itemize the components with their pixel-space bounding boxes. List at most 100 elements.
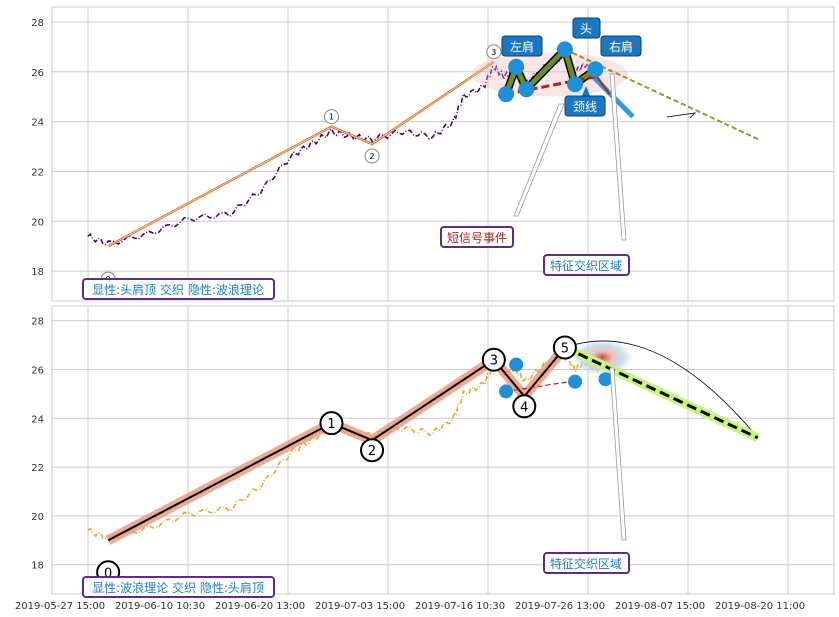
head-box	[572, 17, 601, 39]
hs-point	[556, 41, 573, 58]
wave-marker	[486, 44, 502, 60]
y-tick-label: 22	[31, 463, 44, 474]
x-tick-label: 2019-08-20 11:00	[715, 601, 805, 612]
x-axis: 2019-05-27 15:00 2019-06-10 10:30 2019-06-…	[15, 601, 805, 612]
neckline-callout: 颈线	[564, 86, 606, 117]
bottom-plot-frame	[51, 305, 835, 595]
right-shoulder-label: 右肩	[609, 39, 633, 54]
wave-marker-label: 5	[561, 341, 569, 356]
wave-marker-label: 1	[329, 113, 334, 122]
wave-marker	[481, 347, 506, 372]
projection-line	[564, 346, 759, 440]
x-tick-label: 2019-05-27 15:00	[15, 601, 105, 612]
caption-box-top	[82, 278, 275, 300]
right-shoulder-box	[600, 35, 642, 57]
x-tick-label: 2019-06-20 13:00	[215, 601, 305, 612]
wave-marker	[319, 411, 344, 436]
hs-point	[509, 357, 524, 372]
wave-marker-label: 4	[520, 400, 528, 415]
wave-marker	[323, 109, 339, 125]
head-glow	[572, 339, 633, 376]
caption-bottom: 显性:波浪理论 交织 隐性:头肩顶	[82, 576, 275, 598]
x-tick-label: 2019-07-16 10:30	[415, 601, 505, 612]
top-callouts: 左肩 头 右肩 颈线 短信号事件 特	[82, 17, 642, 300]
hs-point	[567, 76, 584, 93]
feature-zone-box-bottom	[543, 552, 630, 574]
bottom-wave-markers: 0 1 2 3 4 5	[96, 335, 577, 585]
y-tick-label: 24	[31, 118, 44, 129]
y-tick-label: 18	[31, 267, 44, 278]
top-wave-lines	[107, 60, 495, 248]
hs-point	[508, 58, 525, 75]
bottom-price-series	[87, 352, 600, 540]
left-shoulder-label: 左肩	[510, 39, 534, 54]
feature-zone-label-top: 特征交织区域	[550, 258, 622, 273]
wave-marker	[512, 394, 537, 419]
feature-zone-label-bottom: 特征交织区域	[550, 556, 622, 571]
hs-point	[598, 372, 613, 387]
x-tick-label: 2019-06-10 10:30	[115, 601, 205, 612]
neckline-pointer	[582, 86, 590, 96]
x-tick-label: 2019-07-26 13:00	[515, 601, 605, 612]
bottom-head-shoulders	[499, 339, 760, 442]
top-head-shoulders	[471, 41, 759, 140]
hs-point	[499, 384, 514, 399]
projection-arc	[564, 340, 759, 439]
hs-point	[518, 81, 535, 98]
top-y-axis: 18 20 22 24 26 28	[31, 18, 44, 278]
y-tick-label: 20	[31, 512, 44, 523]
y-tick-label: 26	[31, 365, 44, 376]
wave-marker-label: 3	[491, 48, 496, 57]
caption-top: 显性:头肩顶 交织 隐性:波浪理论	[82, 278, 275, 300]
bottom-callouts: 特征交织区域 显性:波浪理论 交织 隐性:头肩顶	[82, 367, 630, 598]
hs-point	[568, 374, 583, 389]
wave-marker-label: 1	[327, 417, 335, 432]
short-signal-label: 短信号事件	[447, 231, 507, 245]
y-tick-label: 24	[31, 414, 44, 425]
y-tick-label: 26	[31, 68, 44, 79]
short-signal-callout: 短信号事件	[440, 103, 565, 248]
wave-marker	[360, 438, 385, 463]
target-bracket	[666, 112, 697, 119]
neckline-box	[564, 95, 606, 117]
y-tick-label: 20	[31, 217, 44, 228]
y-tick-label: 18	[31, 561, 44, 572]
feature-zone-callout-bottom: 特征交织区域	[543, 367, 630, 574]
caption-label-top: 显性:头肩顶 交织 隐性:波浪理论	[92, 282, 264, 297]
head-label: 头	[580, 22, 592, 36]
bottom-y-axis: 18 20 22 24 26 28	[31, 317, 44, 572]
left-shoulder-box	[501, 35, 543, 57]
price-line	[87, 352, 600, 540]
feature-zone-arrow-bottom	[609, 367, 627, 541]
x-tick-label: 2019-08-07 15:00	[615, 601, 705, 612]
hs-point	[587, 61, 604, 78]
neckline-label: 颈线	[573, 100, 597, 114]
hs-point	[498, 86, 515, 103]
wave-marker-label: 2	[368, 444, 376, 459]
wave-line-inner	[108, 61, 495, 247]
caption-box-bottom	[82, 576, 275, 598]
short-signal-box	[440, 226, 514, 248]
y-tick-label: 22	[31, 167, 44, 178]
feature-zone-box-top	[543, 254, 630, 276]
caption-label-bottom: 显性:波浪理论 交织 隐性:头肩顶	[92, 580, 264, 595]
short-signal-arrow	[513, 103, 565, 217]
wave-marker-label: 3	[490, 354, 498, 369]
breakdown-tick	[594, 73, 611, 95]
bottom-panel: 18 20 22 24 26 28 0 1 2 3 4 5 特征交织区域 显性:波浪理论 交织 隐性…	[31, 305, 835, 598]
wave-marker-label: 0	[104, 566, 112, 581]
wave-marker	[552, 335, 577, 360]
right-shoulder-callout: 右肩	[600, 35, 642, 57]
x-tick-label: 2019-07-03 15:00	[315, 601, 405, 612]
feature-zone-callout-top: 特征交织区域	[543, 73, 630, 276]
feature-zone-arrow-top	[609, 73, 627, 241]
wave-marker	[364, 148, 380, 164]
left-shoulder-callout: 左肩	[501, 35, 543, 57]
y-tick-label: 28	[31, 18, 44, 29]
head-callout: 头	[572, 17, 601, 39]
y-tick-label: 28	[31, 317, 44, 328]
top-plot-frame	[51, 6, 835, 302]
wave-marker-label: 2	[370, 152, 375, 161]
